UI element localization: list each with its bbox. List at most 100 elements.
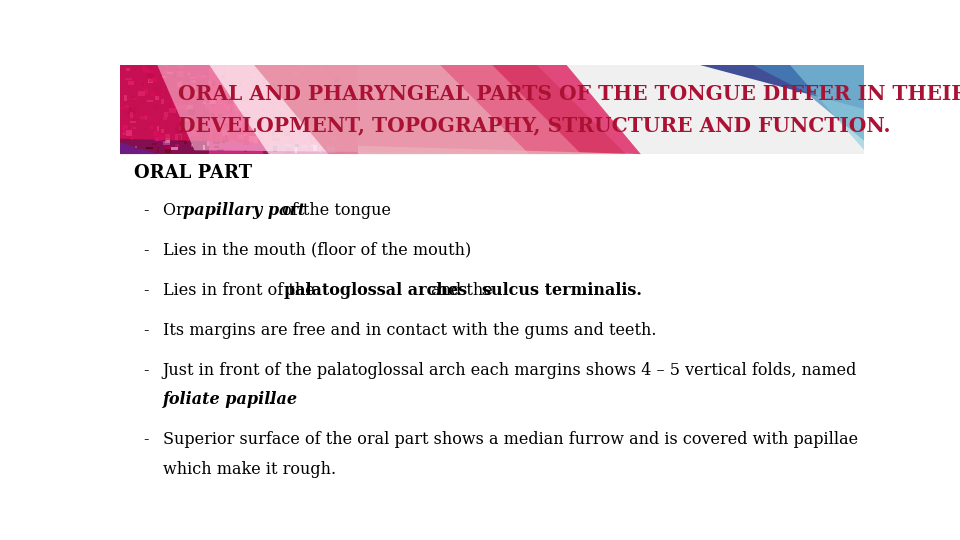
Polygon shape bbox=[120, 143, 157, 154]
Bar bbox=[166, 64, 168, 70]
Bar bbox=[155, 87, 160, 93]
Bar bbox=[227, 68, 228, 71]
Bar bbox=[211, 129, 218, 134]
Bar bbox=[175, 134, 182, 140]
Bar bbox=[165, 138, 170, 143]
Bar bbox=[134, 75, 140, 80]
Bar bbox=[335, 70, 341, 73]
Bar bbox=[191, 85, 196, 89]
Bar bbox=[272, 99, 274, 104]
Bar bbox=[140, 90, 146, 94]
Bar bbox=[302, 145, 307, 148]
Bar bbox=[172, 101, 178, 107]
Text: which make it rough.: which make it rough. bbox=[162, 461, 336, 477]
Bar bbox=[120, 65, 864, 154]
Bar bbox=[331, 123, 336, 127]
Bar bbox=[194, 110, 199, 114]
Bar bbox=[156, 90, 160, 94]
Bar bbox=[229, 102, 235, 107]
Bar bbox=[327, 143, 329, 145]
Bar bbox=[188, 72, 189, 76]
Bar bbox=[235, 107, 242, 111]
Bar bbox=[259, 73, 260, 77]
Bar bbox=[171, 147, 178, 150]
Bar bbox=[124, 111, 130, 113]
Bar bbox=[340, 64, 348, 66]
Bar bbox=[120, 65, 209, 154]
Bar bbox=[280, 112, 283, 114]
Bar bbox=[244, 150, 247, 152]
Bar bbox=[213, 62, 219, 68]
Bar bbox=[154, 119, 159, 123]
Bar bbox=[231, 140, 235, 142]
Bar bbox=[340, 109, 348, 112]
Bar bbox=[195, 94, 201, 100]
Bar bbox=[334, 77, 339, 83]
Bar bbox=[297, 125, 303, 130]
Bar bbox=[169, 102, 177, 108]
Polygon shape bbox=[701, 65, 864, 110]
Polygon shape bbox=[253, 65, 626, 154]
Bar bbox=[164, 149, 171, 153]
Bar bbox=[213, 93, 217, 96]
Bar bbox=[272, 102, 274, 107]
Bar bbox=[236, 112, 238, 118]
Bar bbox=[149, 70, 156, 74]
Bar bbox=[236, 103, 240, 109]
Bar bbox=[214, 146, 220, 148]
Bar bbox=[144, 90, 148, 94]
Bar bbox=[166, 82, 167, 87]
Bar bbox=[299, 79, 304, 84]
Bar bbox=[213, 120, 219, 125]
Bar bbox=[181, 123, 183, 126]
Bar bbox=[140, 116, 146, 119]
Bar bbox=[266, 62, 274, 65]
Bar bbox=[263, 151, 271, 154]
Bar bbox=[163, 146, 171, 149]
Bar bbox=[190, 77, 195, 79]
Bar bbox=[161, 99, 163, 104]
Bar bbox=[132, 134, 134, 139]
Bar bbox=[220, 121, 225, 123]
Text: Lies in the mouth (floor of the mouth): Lies in the mouth (floor of the mouth) bbox=[162, 242, 470, 259]
Bar bbox=[187, 130, 190, 132]
Bar bbox=[235, 106, 240, 110]
Bar bbox=[319, 69, 325, 73]
Text: .: . bbox=[267, 392, 273, 408]
Bar bbox=[283, 83, 285, 87]
Bar bbox=[219, 114, 224, 117]
Bar bbox=[198, 73, 201, 78]
Bar bbox=[167, 72, 173, 74]
Bar bbox=[131, 121, 136, 123]
Bar bbox=[332, 69, 336, 72]
Bar bbox=[318, 89, 320, 91]
Bar bbox=[212, 80, 215, 86]
Bar bbox=[225, 135, 228, 140]
Text: -: - bbox=[143, 322, 149, 339]
Bar bbox=[340, 140, 345, 146]
Bar bbox=[131, 98, 135, 100]
Bar bbox=[233, 90, 238, 92]
Bar bbox=[274, 69, 277, 73]
Bar bbox=[133, 118, 138, 122]
Bar bbox=[164, 120, 170, 126]
Bar bbox=[190, 102, 196, 104]
Bar bbox=[318, 68, 323, 72]
Bar bbox=[141, 82, 144, 87]
Bar bbox=[331, 116, 337, 120]
Bar bbox=[227, 106, 230, 110]
Bar bbox=[191, 80, 197, 83]
Bar bbox=[250, 136, 256, 141]
Bar bbox=[228, 99, 235, 104]
Bar bbox=[154, 105, 157, 109]
Bar bbox=[278, 93, 284, 97]
Bar bbox=[202, 120, 205, 125]
Bar bbox=[286, 147, 293, 153]
Bar bbox=[191, 144, 193, 147]
Text: ORAL PART: ORAL PART bbox=[134, 164, 252, 183]
Bar bbox=[203, 112, 209, 116]
Bar bbox=[178, 62, 183, 68]
Bar bbox=[177, 97, 179, 102]
Bar bbox=[179, 96, 186, 102]
Bar bbox=[324, 130, 328, 135]
